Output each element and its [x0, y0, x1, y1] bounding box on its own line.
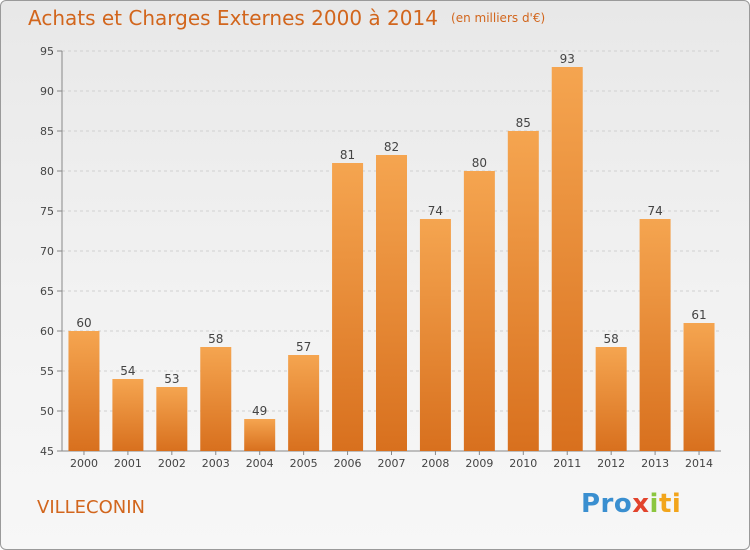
bar: [376, 155, 407, 451]
logo-part-2: x: [632, 489, 650, 519]
x-tick-label: 2008: [421, 457, 449, 470]
proxiti-logo: Proxiti: [581, 489, 681, 519]
x-tick-label: 2007: [378, 457, 406, 470]
x-tick-label: 2009: [465, 457, 493, 470]
bar: [200, 347, 232, 451]
logo-part-3: i: [649, 489, 659, 519]
bar: [112, 379, 144, 451]
bar: [419, 219, 451, 451]
x-tick-label: 2002: [158, 457, 186, 470]
bar: [463, 171, 495, 451]
bar-value-label: 74: [647, 204, 662, 218]
logo-part-1: Pro: [581, 489, 633, 519]
bar: [68, 331, 100, 451]
x-tick-label: 2000: [70, 457, 98, 470]
x-tick-label: 2010: [509, 457, 537, 470]
y-tick-label: 55: [40, 365, 54, 378]
x-tick-label: 2012: [597, 457, 625, 470]
x-tick-label: 2013: [641, 457, 669, 470]
x-tick-label: 2004: [246, 457, 274, 470]
bar-value-label: 74: [428, 204, 443, 218]
bar: [244, 419, 276, 451]
y-tick-label: 60: [40, 325, 54, 338]
place-name: VILLECONIN: [37, 497, 146, 518]
bar-value-label: 58: [604, 332, 619, 346]
x-tick-label: 2011: [553, 457, 581, 470]
bar-value-label: 82: [384, 140, 399, 154]
y-tick-label: 75: [40, 205, 54, 218]
bar-value-label: 85: [516, 116, 531, 130]
bar: [288, 355, 320, 451]
y-tick-label: 80: [40, 165, 54, 178]
bar-value-label: 54: [120, 364, 135, 378]
bar: [156, 387, 188, 451]
y-tick-label: 45: [40, 445, 54, 458]
bar-value-label: 81: [340, 148, 355, 162]
y-tick-label: 85: [40, 125, 54, 138]
bar-value-label: 61: [691, 308, 706, 322]
y-tick-label: 65: [40, 285, 54, 298]
bar: [639, 219, 671, 451]
x-tick-label: 2005: [290, 457, 318, 470]
x-tick-label: 2014: [685, 457, 713, 470]
chart-unit: (en milliers d'€): [451, 11, 546, 25]
bar-value-label: 93: [560, 52, 575, 66]
x-tick-label: 2001: [114, 457, 142, 470]
logo-part-4: ti: [658, 489, 682, 519]
bar-value-label: 60: [76, 316, 91, 330]
bar-value-label: 80: [472, 156, 487, 170]
chart-title: Achats et Charges Externes 2000 à 2014: [28, 6, 438, 30]
bar: [551, 67, 583, 451]
bar: [507, 131, 539, 451]
x-tick-label: 2003: [202, 457, 230, 470]
y-tick-label: 50: [40, 405, 54, 418]
bar-value-label: 49: [252, 404, 267, 418]
y-tick-label: 95: [40, 45, 54, 58]
bar-value-label: 57: [296, 340, 311, 354]
x-tick-label: 2006: [334, 457, 362, 470]
bar: [595, 347, 627, 451]
y-tick-label: 70: [40, 245, 54, 258]
bar-value-label: 58: [208, 332, 223, 346]
chart-title-group: Achats et Charges Externes 2000 à 2014 (…: [28, 6, 545, 30]
y-tick-label: 90: [40, 85, 54, 98]
bar: [332, 163, 364, 451]
bar-value-label: 53: [164, 372, 179, 386]
bar: [683, 323, 715, 451]
